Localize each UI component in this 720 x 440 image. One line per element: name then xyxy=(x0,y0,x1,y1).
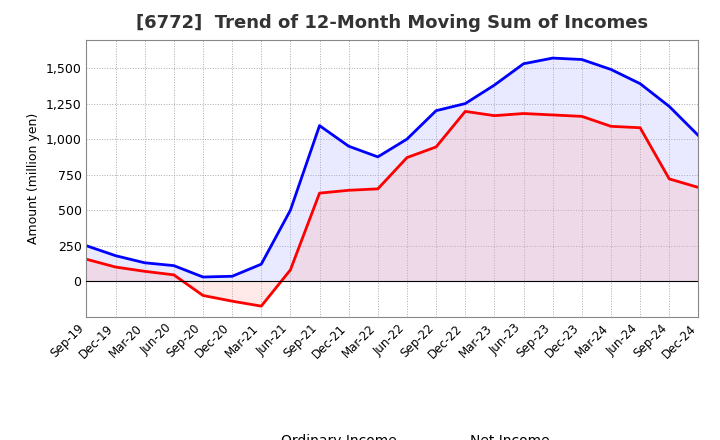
Ordinary Income xyxy=(577,57,586,62)
Net Income xyxy=(286,267,294,272)
Net Income xyxy=(199,293,207,298)
Net Income xyxy=(140,269,149,274)
Ordinary Income xyxy=(228,274,236,279)
Net Income xyxy=(490,113,499,118)
Ordinary Income xyxy=(490,82,499,88)
Net Income xyxy=(344,187,353,193)
Ordinary Income xyxy=(665,104,674,109)
Net Income xyxy=(432,144,441,150)
Ordinary Income xyxy=(286,208,294,213)
Ordinary Income xyxy=(111,253,120,258)
Net Income xyxy=(402,155,411,160)
Net Income xyxy=(665,176,674,182)
Ordinary Income xyxy=(315,123,324,128)
Net Income xyxy=(228,298,236,304)
Net Income xyxy=(461,109,469,114)
Ordinary Income xyxy=(374,154,382,160)
Ordinary Income xyxy=(519,61,528,66)
Line: Ordinary Income: Ordinary Income xyxy=(86,58,698,277)
Net Income xyxy=(636,125,644,130)
Line: Net Income: Net Income xyxy=(86,111,698,306)
Ordinary Income xyxy=(169,263,178,268)
Ordinary Income xyxy=(199,275,207,280)
Net Income xyxy=(607,124,616,129)
Ordinary Income xyxy=(82,243,91,248)
Net Income xyxy=(549,112,557,117)
Y-axis label: Amount (million yen): Amount (million yen) xyxy=(27,113,40,244)
Ordinary Income xyxy=(257,261,266,267)
Ordinary Income xyxy=(694,133,703,138)
Ordinary Income xyxy=(402,136,411,142)
Legend: Ordinary Income, Net Income: Ordinary Income, Net Income xyxy=(230,429,555,440)
Net Income xyxy=(577,114,586,119)
Net Income xyxy=(82,257,91,262)
Net Income xyxy=(169,272,178,278)
Ordinary Income xyxy=(549,55,557,61)
Net Income xyxy=(315,191,324,196)
Ordinary Income xyxy=(432,108,441,114)
Net Income xyxy=(257,304,266,309)
Ordinary Income xyxy=(461,101,469,106)
Net Income xyxy=(111,264,120,270)
Ordinary Income xyxy=(140,260,149,265)
Net Income xyxy=(694,185,703,190)
Net Income xyxy=(519,111,528,116)
Ordinary Income xyxy=(607,67,616,72)
Ordinary Income xyxy=(636,81,644,86)
Net Income xyxy=(374,186,382,191)
Title: [6772]  Trend of 12-Month Moving Sum of Incomes: [6772] Trend of 12-Month Moving Sum of I… xyxy=(136,15,649,33)
Ordinary Income xyxy=(344,143,353,149)
